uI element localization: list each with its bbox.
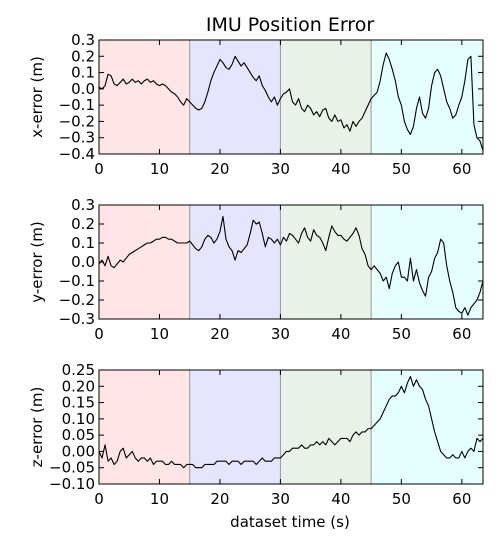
- time-band-4: [371, 205, 483, 319]
- y-tick-label: −0.1: [59, 96, 95, 114]
- x-tick-label: 30: [271, 490, 290, 508]
- x-tick-label: 0: [94, 160, 104, 178]
- x-tick-label: 60: [452, 160, 471, 178]
- subplots-group: 0 10 20 30 40 50 600.30.20.10.0−0.1−0.2−0.3−0.…: [28, 31, 484, 508]
- x-tick-label: 20: [210, 490, 229, 508]
- time-band-3: [280, 40, 372, 154]
- x-tick-label: 0: [94, 490, 104, 508]
- plot-frame: [98, 39, 484, 155]
- y-tick-label: 0.0: [71, 253, 95, 271]
- plot-frame: [98, 369, 484, 485]
- x-axis-label: dataset time (s): [230, 513, 350, 531]
- x-tick-label: 40: [331, 160, 350, 178]
- x-tick-label: 0: [94, 325, 104, 343]
- time-band-3: [280, 205, 372, 319]
- z-error-line: [98, 375, 484, 469]
- y-error-panel: 0 10 20 30 40 50 60 0.30.20.10.0−0.1−0.2−0.3 y-e…: [28, 196, 484, 343]
- y-tick-label: 0.10: [62, 410, 95, 428]
- x-tick-label: 60: [452, 490, 471, 508]
- x-tick-label: 10: [150, 325, 169, 343]
- time-band-2: [189, 370, 281, 484]
- x-tick-label: 40: [331, 490, 350, 508]
- y-tick-label: 0.0: [71, 80, 95, 98]
- time-band-2: [189, 40, 281, 154]
- time-band-1: [99, 40, 190, 154]
- y-tick-label: −0.1: [59, 272, 95, 290]
- chart-title: IMU Position Error: [206, 14, 374, 36]
- y-tick-label: −0.2: [59, 291, 95, 309]
- y-error-line: [98, 215, 484, 316]
- y-axis-label: y-error (m): [28, 221, 46, 302]
- time-band-3: [280, 370, 372, 484]
- y-tick-label: 0.2: [71, 47, 95, 65]
- z-error-panel: 0 10 20 30 40 50 600.250.200.150.100.050.00−0.…: [28, 361, 484, 508]
- y-tick-label: 0.20: [62, 377, 95, 395]
- x-tick-label: 20: [210, 160, 229, 178]
- x-tick-label: 60: [452, 325, 471, 343]
- x-tick-label: 10: [150, 160, 169, 178]
- y-tick-label: −0.3: [59, 310, 95, 328]
- y-tick-label: −0.4: [59, 145, 95, 163]
- y-tick-label: −0.05: [49, 459, 95, 477]
- x-error-line: [98, 52, 484, 151]
- y-axis-label: x-error (m): [28, 56, 46, 138]
- y-tick-label: 0.1: [71, 234, 95, 252]
- y-tick-label: −0.3: [59, 129, 95, 147]
- x-tick-label: 10: [150, 490, 169, 508]
- y-tick-label: 0.3: [71, 196, 95, 214]
- x-tick-label: 50: [392, 490, 411, 508]
- time-band-1: [99, 370, 190, 484]
- y-axis-label: z-error (m): [28, 387, 46, 468]
- y-tick-label: 0.15: [62, 394, 95, 412]
- y-tick-label: 0.2: [71, 215, 95, 233]
- x-tick-label: 30: [271, 160, 290, 178]
- time-band-2: [189, 205, 281, 319]
- time-band-1: [99, 205, 190, 319]
- y-tick-label: 0.1: [71, 64, 95, 82]
- x-tick-label: 40: [331, 325, 350, 343]
- time-band-4: [371, 370, 483, 484]
- x-tick-label: 50: [392, 160, 411, 178]
- y-tick-label: −0.2: [59, 112, 95, 130]
- y-tick-label: 0.05: [62, 426, 95, 444]
- y-tick-label: −0.10: [49, 475, 95, 493]
- time-band-4: [371, 40, 483, 154]
- y-tick-label: 0.00: [62, 442, 95, 460]
- x-tick-label: 20: [210, 325, 229, 343]
- x-tick-label: 50: [392, 325, 411, 343]
- y-tick-label: 0.3: [71, 31, 95, 49]
- x-error-panel: 0 10 20 30 40 50 60 0.30.20.10.0−0.1−0.2−0.3−0.…: [28, 31, 484, 178]
- x-tick-label: 30: [271, 325, 290, 343]
- y-tick-label: 0.25: [62, 361, 95, 379]
